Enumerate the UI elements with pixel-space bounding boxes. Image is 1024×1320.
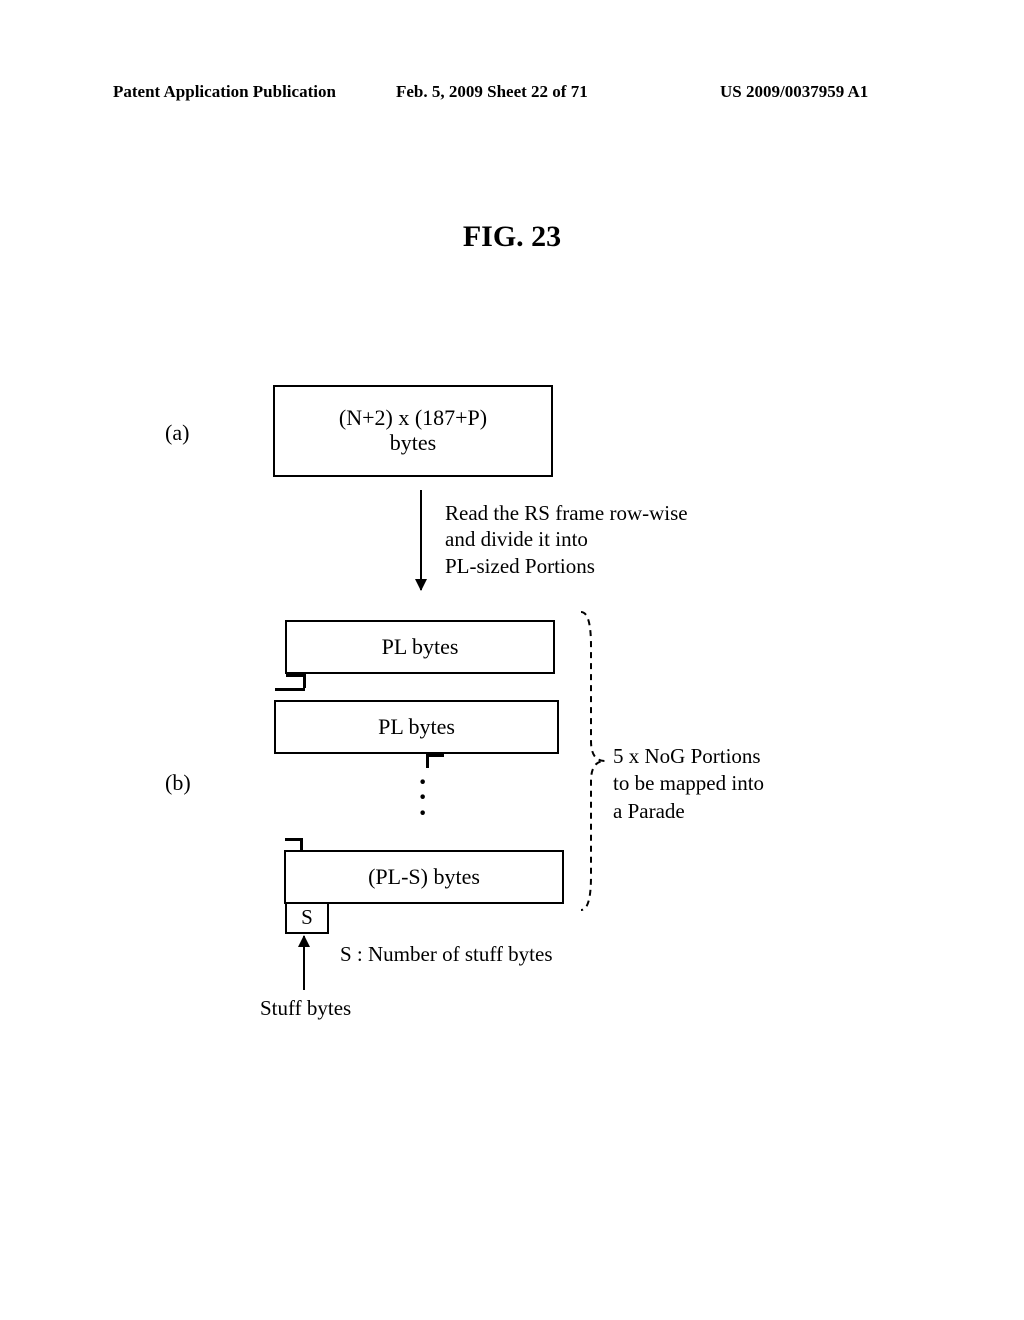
brace-annotation: 5 x NoG Portions to be mapped into a Par… <box>613 743 764 825</box>
connector-line <box>426 754 429 768</box>
brace-line1: 5 x NoG Portions <box>613 743 764 770</box>
arrow-text-line2: and divide it into <box>445 526 688 552</box>
portion-last-label: (PL-S) bytes <box>368 864 480 889</box>
portion-box-1: PL bytes <box>285 620 555 674</box>
connector-line <box>286 674 304 677</box>
arrow-text-line1: Read the RS frame row-wise <box>445 500 688 526</box>
portion-2-label: PL bytes <box>378 714 455 739</box>
subfigure-label-a: (a) <box>165 420 189 446</box>
header-publication-type: Patent Application Publication <box>113 82 336 102</box>
arrow-text-line3: PL-sized Portions <box>445 553 688 579</box>
header-date-sheet: Feb. 5, 2009 Sheet 22 of 71 <box>396 82 588 102</box>
connector-line <box>426 754 444 757</box>
stuff-bytes-box: S <box>285 904 329 934</box>
vertical-ellipsis-icon: ··· <box>418 775 427 821</box>
s-symbol: S <box>301 905 313 929</box>
connector-line <box>285 838 303 841</box>
rs-frame-size-box: (N+2) x (187+P) bytes <box>273 385 553 477</box>
arrow-up-icon <box>303 936 305 990</box>
portion-box-last: (PL-S) bytes <box>284 850 564 904</box>
arrow-description: Read the RS frame row-wise and divide it… <box>445 500 688 579</box>
header-publication-number: US 2009/0037959 A1 <box>720 82 868 102</box>
portion-box-2: PL bytes <box>274 700 559 754</box>
connector-line <box>275 688 305 691</box>
s-definition: S : Number of stuff bytes <box>340 942 553 967</box>
brace-line3: a Parade <box>613 798 764 825</box>
figure-title: FIG. 23 <box>0 220 1024 254</box>
portion-1-label: PL bytes <box>382 634 459 659</box>
brace-line2: to be mapped into <box>613 770 764 797</box>
arrow-down-icon <box>420 490 422 590</box>
stuff-bytes-label: Stuff bytes <box>260 996 351 1021</box>
connector-line <box>303 674 306 688</box>
curly-brace-icon <box>575 606 609 916</box>
rs-frame-formula: (N+2) x (187+P) <box>275 405 551 430</box>
subfigure-label-b: (b) <box>165 770 191 796</box>
rs-frame-unit: bytes <box>275 430 551 455</box>
